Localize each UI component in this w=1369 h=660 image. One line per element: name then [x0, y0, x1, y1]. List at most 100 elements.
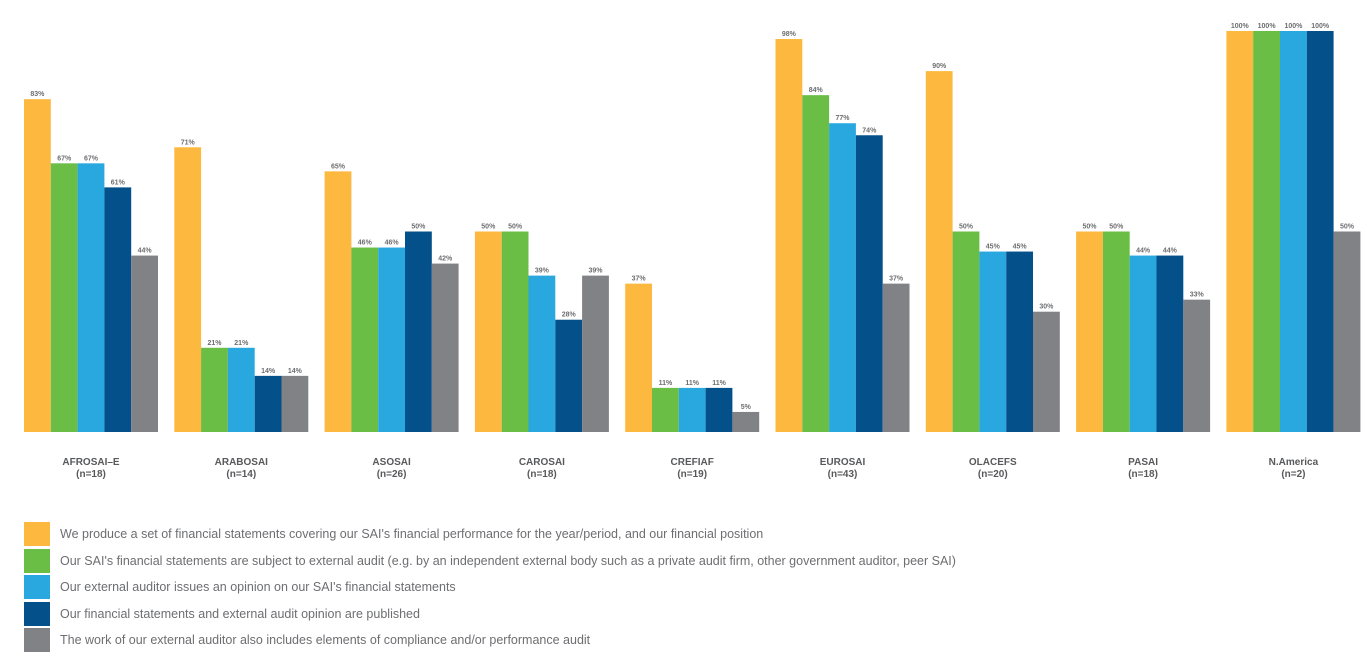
bar: [1253, 31, 1280, 432]
data-label: 100%: [1258, 23, 1277, 30]
bar: [1306, 31, 1334, 432]
bar: [1033, 311, 1060, 432]
bar: [50, 163, 78, 432]
chart-legend: We produce a set of financial statements…: [24, 522, 1354, 655]
bar: [227, 347, 255, 432]
data-label: 37%: [889, 276, 904, 283]
data-label: 90%: [932, 63, 947, 70]
data-label: 50%: [1082, 224, 1097, 231]
data-label: 67%: [84, 155, 99, 162]
bar: [24, 99, 51, 433]
bar: [1280, 31, 1307, 432]
bar: [705, 387, 733, 432]
data-label: 67%: [57, 155, 72, 162]
bar: [1156, 255, 1184, 432]
legend-item: We produce a set of financial statements…: [24, 522, 1354, 546]
category-label: PASAI: [1128, 457, 1158, 468]
bar-group: 65% 46% 46% 50% 42%: [324, 163, 459, 432]
category-label: OLACEFS: [969, 457, 1017, 468]
data-label: 50%: [1109, 224, 1124, 231]
bar: [855, 135, 883, 432]
category-label: ARABOSAI: [215, 457, 269, 468]
bar: [979, 251, 1007, 432]
data-label: 28%: [562, 312, 577, 319]
category-n-label: (n=26): [377, 469, 407, 480]
category-n-label: (n=2): [1281, 469, 1305, 480]
legend-item: Our SAI's financial statements are subje…: [24, 548, 1354, 573]
category-n-label: (n=18): [527, 469, 557, 480]
data-label: 11%: [659, 380, 673, 387]
category-n-label: (n=18): [76, 469, 106, 480]
bar: [1183, 299, 1211, 432]
data-label: 39%: [588, 268, 603, 275]
data-label: 46%: [358, 240, 373, 247]
data-label: 39%: [535, 268, 550, 275]
legend-swatch: [24, 548, 50, 573]
bar: [1226, 31, 1254, 432]
data-label: 37%: [632, 276, 647, 283]
data-label: 83%: [30, 91, 45, 98]
category-n-label: (n=20): [978, 469, 1008, 480]
legend-item: The work of our external auditor also in…: [24, 628, 1354, 652]
data-label: 71%: [181, 139, 196, 146]
bar: [1333, 231, 1361, 432]
category-label: CREFIAF: [671, 457, 714, 468]
data-label: 14%: [261, 368, 276, 375]
data-label: 44%: [1163, 248, 1178, 255]
bar: [378, 247, 405, 432]
bar: [528, 275, 556, 432]
data-label: 74%: [862, 127, 877, 134]
legend-label: We produce a set of financial statements…: [60, 527, 764, 541]
bar-group: 50% 50% 39% 28% 39%: [474, 224, 609, 432]
data-label: 14%: [288, 368, 303, 375]
bar: [77, 163, 105, 432]
category-n-label: (n=19): [677, 469, 707, 480]
category-label: EUROSAI: [820, 457, 866, 468]
data-label: 50%: [508, 224, 523, 231]
bar: [829, 123, 856, 432]
data-label: 11%: [685, 380, 699, 387]
data-label: 100%: [1311, 23, 1330, 30]
bar: [775, 39, 803, 433]
legend-label: Our financial statements and external au…: [60, 606, 420, 621]
category-label: AFROSAI–E: [62, 457, 120, 468]
data-label: 46%: [385, 240, 400, 247]
category-n-label: (n=18): [1128, 469, 1158, 480]
legend-swatch: [24, 522, 50, 546]
bar: [324, 171, 352, 432]
bar-group: 98% 84% 77% 74% 37%: [775, 31, 910, 433]
legend-swatch: [24, 628, 50, 652]
legend-item: Our financial statements and external au…: [24, 601, 1354, 626]
data-label: 77%: [835, 115, 850, 122]
bar-group: 37% 11% 11% 11% 5%: [625, 276, 760, 432]
bar: [625, 283, 652, 432]
data-label: 21%: [207, 340, 222, 347]
bar: [351, 247, 379, 432]
bar: [1006, 251, 1033, 432]
data-label: 45%: [986, 244, 1001, 251]
bar: [678, 387, 706, 432]
bar: [925, 71, 953, 432]
bar: [405, 231, 432, 432]
data-label: 84%: [809, 87, 824, 94]
bar: [201, 347, 228, 432]
bar: [281, 375, 309, 432]
legend-swatch: [24, 601, 50, 626]
data-label: 11%: [712, 380, 726, 387]
legend-item: Our external auditor issues an opinion o…: [24, 575, 1354, 599]
data-label: 30%: [1039, 304, 1054, 311]
bar: [131, 255, 158, 432]
data-label: 65%: [331, 163, 346, 170]
category-label: ASOSAI: [372, 457, 411, 468]
bar-group: 50% 50% 44% 44% 33%: [1076, 224, 1211, 432]
bar-group: 90% 50% 45% 45% 30%: [925, 63, 1060, 432]
bar-group: 100% 100% 100% 100% 50%: [1226, 23, 1361, 432]
bar: [174, 147, 202, 433]
data-label: 33%: [1190, 292, 1205, 299]
bar-group: 71% 21% 21% 14% 14%: [174, 139, 309, 433]
category-label: N.America: [1269, 457, 1319, 468]
data-label: 50%: [481, 224, 496, 231]
legend-label: Our external auditor issues an opinion o…: [60, 580, 456, 594]
bar: [652, 387, 679, 432]
data-label: 44%: [1136, 248, 1151, 255]
